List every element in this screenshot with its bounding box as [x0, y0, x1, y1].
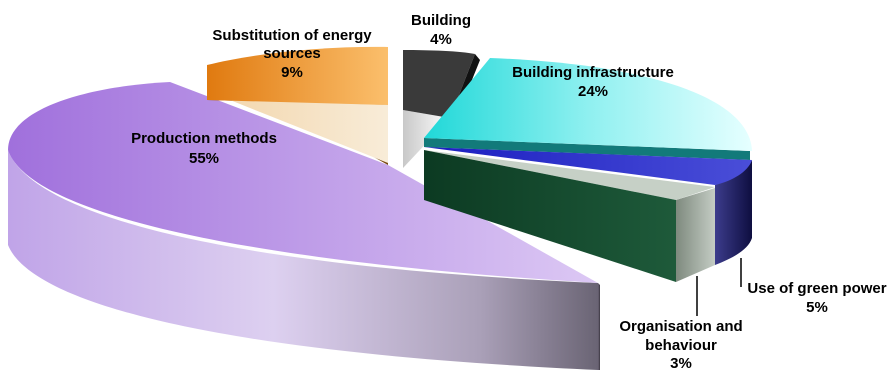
slice-substitution-energy-front [230, 100, 388, 163]
label-substitution-energy-line2: sources [263, 45, 321, 62]
label-organisation-behaviour-line1: Organisation and [619, 318, 742, 335]
slice-substitution-energy [207, 46, 388, 165]
label-green-power: Use of green power 5% [747, 280, 886, 316]
label-organisation-behaviour-pct: 3% [670, 355, 692, 371]
label-organisation-behaviour-line2: behaviour [645, 337, 717, 354]
slice-production-methods-cut [598, 283, 600, 370]
label-green-power-name: Use of green power [747, 280, 886, 297]
slice-organisation-behaviour-side [676, 188, 715, 282]
label-substitution-energy-pct: 9% [281, 64, 303, 81]
label-production-methods-name: Production methods [131, 130, 277, 147]
slice-building-infrastructure [424, 58, 752, 160]
label-production-methods: Production methods 55% [131, 130, 277, 167]
slice-organisation-behaviour-top [424, 150, 715, 200]
slice-building-infrastructure-top [424, 58, 752, 151]
label-production-methods-pct: 55% [189, 150, 219, 167]
label-substitution-energy: Substitution of energy sources 9% [212, 27, 372, 81]
label-building-infrastructure: Building infrastructure 24% [512, 64, 674, 100]
label-building-name: Building [411, 12, 471, 29]
label-building-infrastructure-name: Building infrastructure [512, 64, 674, 81]
label-organisation-behaviour: Organisation and behaviour 3% [619, 318, 742, 371]
slice-production-methods-side [8, 150, 598, 370]
slice-production-methods [8, 82, 600, 370]
slice-green-power-side [715, 160, 752, 265]
slice-green-power-top [424, 147, 752, 185]
label-substitution-energy-line1: Substitution of energy [212, 27, 372, 44]
slice-building-top [403, 50, 475, 118]
slice-building-infrastructure-cut [424, 138, 750, 160]
slice-organisation-behaviour [424, 150, 715, 282]
slice-green-power [424, 147, 752, 265]
label-building: Building 4% [411, 12, 471, 48]
slice-production-methods-top [8, 82, 598, 283]
label-building-infrastructure-pct: 24% [578, 83, 608, 100]
label-building-pct: 4% [430, 31, 452, 48]
slice-substitution-energy-top [207, 46, 388, 105]
label-green-power-pct: 5% [806, 299, 828, 316]
slice-organisation-behaviour-cut [424, 150, 676, 282]
